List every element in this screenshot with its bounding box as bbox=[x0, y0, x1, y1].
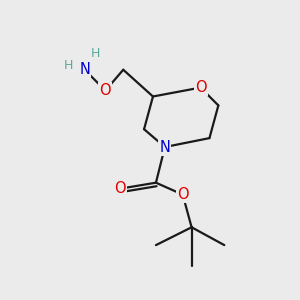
Text: O: O bbox=[177, 187, 188, 202]
Text: O: O bbox=[100, 83, 111, 98]
Text: H: H bbox=[64, 59, 73, 72]
Text: O: O bbox=[115, 181, 126, 196]
Text: N: N bbox=[79, 62, 90, 77]
Text: H: H bbox=[90, 47, 100, 60]
Text: O: O bbox=[195, 80, 206, 95]
Text: N: N bbox=[159, 140, 170, 154]
